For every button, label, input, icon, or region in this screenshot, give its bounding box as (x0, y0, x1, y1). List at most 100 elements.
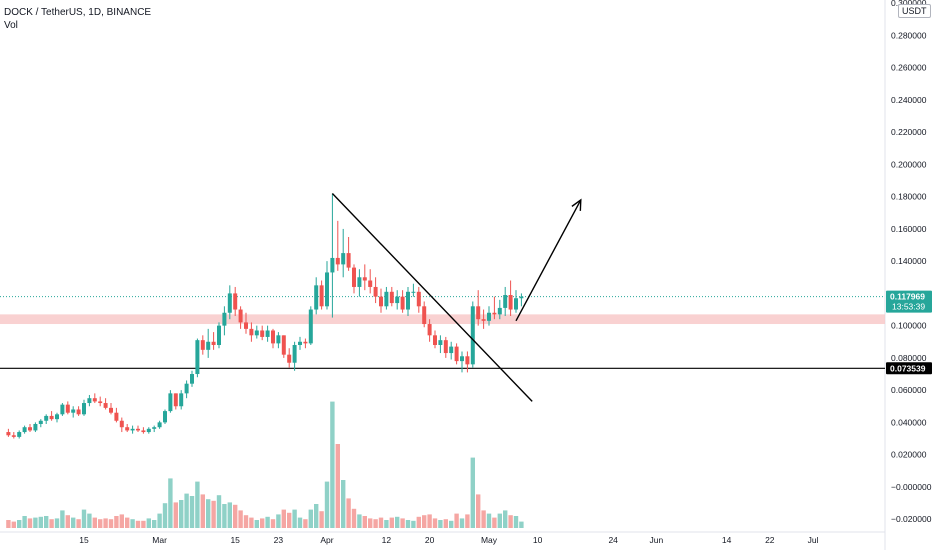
candle-body (303, 341, 308, 344)
candle-body (292, 344, 297, 363)
candle-body (497, 307, 502, 315)
candle-body (65, 404, 70, 413)
volume-bar (81, 509, 87, 528)
volume-bar (11, 521, 16, 528)
candle-body (49, 415, 54, 420)
x-tick-label: Mar (152, 535, 167, 545)
projection-arrow-shaft (515, 199, 582, 322)
candle-body (28, 427, 32, 431)
candle-body (179, 393, 184, 407)
volume-bar (476, 494, 481, 528)
candle-body (249, 328, 254, 336)
price-axis[interactable]: −0.020000 −0.000000 0.020000 0.040000 0.0600… (891, 0, 932, 524)
candle-body (206, 341, 211, 350)
volume-bar (135, 520, 141, 528)
candle-body (308, 309, 313, 344)
current-price-tag (886, 290, 932, 313)
volume-bar (400, 518, 405, 528)
volume-bar (308, 509, 313, 528)
x-tick-label: 15 (79, 535, 89, 545)
candle-body (38, 420, 43, 424)
x-tick-label: 15 (230, 535, 240, 545)
volume-bar (422, 515, 427, 528)
x-tick-label: 12 (382, 535, 392, 545)
volume-bar (222, 504, 227, 528)
volume-bar (249, 517, 254, 528)
candle-body (146, 428, 151, 433)
drawings[interactable] (331, 192, 582, 402)
y-tick-label: 0.040000 (891, 417, 927, 427)
candles (6, 193, 524, 439)
volume-bar (470, 457, 475, 528)
currency-button[interactable]: USDT (898, 4, 931, 18)
candle-body (238, 309, 243, 323)
volume-bar (22, 516, 27, 528)
candle-body (395, 296, 400, 304)
volume-bar (395, 516, 400, 528)
horizontal-level-value: 0.073539 (890, 363, 926, 373)
volume-bar (389, 517, 394, 528)
candle-body (71, 409, 76, 413)
candle-body (22, 427, 27, 433)
candle-body (114, 412, 119, 421)
x-tick-label: 24 (608, 535, 618, 545)
volume-bar (260, 518, 265, 528)
candle-body (519, 296, 524, 299)
y-tick-label: 0.080000 (891, 353, 927, 363)
volume-bar (60, 510, 65, 528)
x-tick-label: 23 (274, 535, 284, 545)
candle-body (92, 398, 97, 402)
candle-body (103, 403, 108, 408)
volume-bars (6, 401, 524, 528)
volume-bar (33, 517, 38, 528)
volume-bar (281, 509, 286, 528)
candle-body (298, 341, 302, 345)
volume-bar (130, 519, 135, 528)
volume-bar (146, 518, 151, 528)
candle-body (481, 319, 486, 321)
y-tick-label: 0.220000 (891, 127, 927, 137)
time-axis[interactable]: 15 Mar 15 23 Apr 12 20 May 10 24 Jun 14 22 Jul (79, 535, 818, 545)
volume-bar (351, 508, 357, 528)
candle-body (357, 277, 362, 287)
current-price-value: 0.117969 (890, 292, 925, 302)
volume-bar (103, 518, 108, 528)
volume-bar (314, 504, 319, 528)
candle-body (433, 335, 437, 345)
y-tick-label: 0.260000 (891, 63, 927, 73)
volume-bar (486, 513, 492, 528)
volume-bar (427, 514, 432, 528)
candle-body (168, 393, 173, 412)
candle-body (211, 341, 216, 345)
candle-body (411, 291, 416, 293)
volume-bar (459, 518, 465, 528)
volume-bar (492, 517, 497, 528)
volume-label: Vol (4, 20, 18, 31)
candle-body (384, 291, 389, 307)
candle-body (287, 354, 292, 363)
volume-bar (238, 510, 243, 528)
volume-bar (65, 515, 70, 528)
y-tick-label: −0.020000 (891, 514, 932, 524)
y-tick-label: 0.140000 (891, 256, 927, 266)
volume-bar (54, 518, 60, 528)
candle-body (136, 428, 140, 431)
volume-bar (497, 513, 502, 528)
candle-body (125, 427, 130, 431)
volume-bar (292, 509, 297, 528)
candle-body (271, 330, 275, 344)
y-tick-label: 0.240000 (891, 95, 927, 105)
candle-body (44, 415, 49, 421)
volume-bar (189, 496, 195, 528)
volume-bar (6, 520, 11, 528)
volume-bar (357, 514, 362, 528)
candle-body (11, 435, 16, 437)
volume-bar (503, 510, 508, 528)
candle-body (438, 340, 443, 345)
volume-bar (38, 516, 43, 528)
volume-bar (319, 511, 324, 528)
y-tick-label: 0.100000 (891, 321, 927, 331)
candle-body (470, 306, 475, 365)
